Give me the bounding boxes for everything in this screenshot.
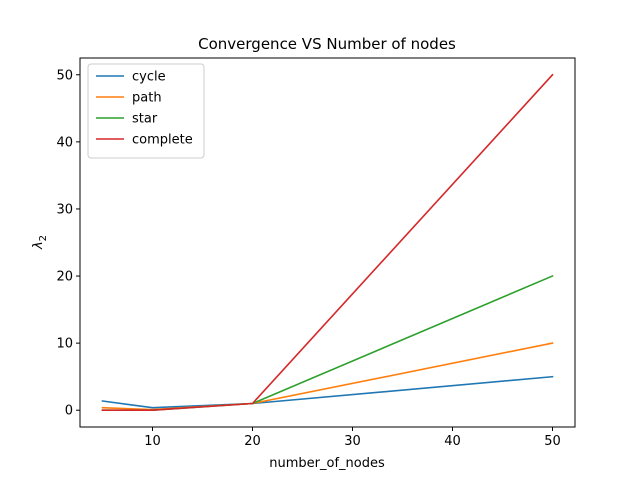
y-tick-label: 10 bbox=[56, 337, 73, 352]
legend-label-star: star bbox=[132, 112, 158, 127]
x-tick-label: 40 bbox=[444, 434, 461, 449]
y-tick-label: 40 bbox=[56, 135, 73, 150]
y-tick-label: 0 bbox=[65, 404, 73, 419]
series-lines bbox=[101, 73, 554, 412]
plot-frame bbox=[79, 57, 576, 428]
legend: cycle path star complete bbox=[87, 63, 205, 159]
x-tick-label: 30 bbox=[344, 434, 361, 449]
legend-label-path: path bbox=[132, 91, 162, 106]
chart-title: Convergence VS Number of nodes bbox=[198, 35, 456, 53]
series-line-path bbox=[101, 342, 554, 411]
legend-label-cycle: cycle bbox=[132, 70, 166, 85]
legend-box bbox=[87, 63, 205, 159]
y-axis-label-subscript: 2 bbox=[38, 235, 49, 241]
x-tick-label: 50 bbox=[544, 434, 561, 449]
series-line-star bbox=[101, 274, 554, 412]
y-tick-label: 50 bbox=[56, 68, 73, 83]
y-axis-label: λ2 bbox=[31, 235, 49, 250]
y-axis-label-symbol: λ bbox=[31, 241, 46, 250]
series-line-complete bbox=[101, 73, 554, 412]
y-tick-label: 20 bbox=[56, 270, 73, 285]
y-axis: 0 10 20 30 40 50 bbox=[56, 68, 80, 419]
x-tick-label: 10 bbox=[144, 434, 161, 449]
x-axis-label: number_of_nodes bbox=[269, 456, 385, 471]
series-line-cycle bbox=[101, 375, 554, 409]
legend-label-complete: complete bbox=[132, 133, 193, 148]
x-axis: 10 20 30 40 50 bbox=[144, 427, 561, 449]
x-tick-label: 20 bbox=[244, 434, 261, 449]
y-tick-label: 30 bbox=[56, 202, 73, 217]
